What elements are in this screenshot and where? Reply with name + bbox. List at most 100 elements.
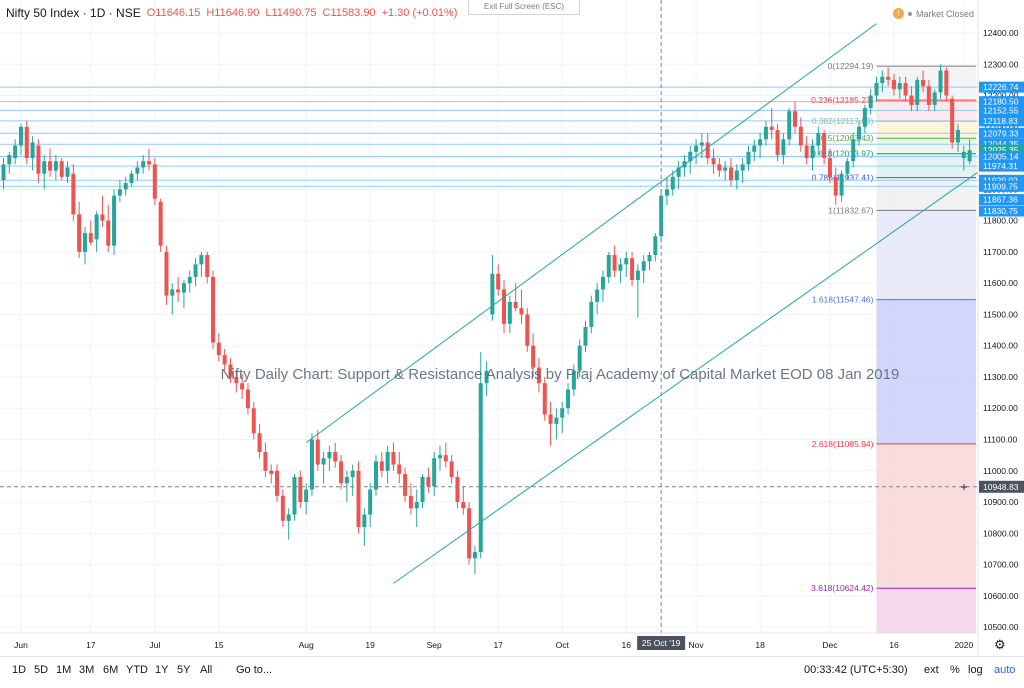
timeframe-all[interactable]: All	[200, 664, 213, 676]
candle-body	[298, 477, 303, 503]
timeframe-5d[interactable]: 5D	[34, 664, 49, 676]
channel-lower-line[interactable]	[393, 133, 1024, 584]
candle-body	[77, 214, 82, 252]
candle	[461, 486, 466, 515]
candle-body	[158, 201, 163, 246]
price-tag[interactable]	[979, 205, 1024, 217]
gear-icon[interactable]: ⚙	[994, 637, 1006, 652]
candle	[30, 136, 35, 171]
candle-body	[30, 142, 35, 159]
ext-toggle[interactable]: ext	[924, 664, 939, 676]
candle-body	[426, 477, 431, 487]
fib-level-label: 0(12294.19)	[828, 61, 874, 71]
candle	[397, 452, 402, 484]
market-status[interactable]: ! Market Closed	[893, 8, 974, 19]
price-tag[interactable]	[979, 104, 1024, 116]
candle	[234, 370, 239, 393]
channel-upper-line[interactable]	[305, 23, 877, 444]
fib-zone-0.786	[876, 177, 976, 211]
candle	[740, 158, 745, 184]
candle-body	[583, 326, 588, 346]
candle-body	[897, 83, 902, 90]
price-axis[interactable]: 12400.0012300.0012200.0012100.0012000.00…	[977, 0, 1024, 656]
candle-body	[525, 314, 530, 346]
price-tag-label: 12118.83	[983, 116, 1018, 126]
trend-channel[interactable]	[305, 23, 1024, 584]
timeframe-1m[interactable]: 1M	[56, 664, 72, 676]
time-tick-label: Jun	[14, 640, 28, 650]
candle-body	[833, 176, 838, 196]
candle-body	[734, 170, 739, 180]
candle	[955, 123, 960, 152]
candle	[251, 401, 256, 440]
price-tag[interactable]	[979, 138, 1024, 150]
candle-body	[630, 258, 635, 281]
timeframe-1y[interactable]: 1Y	[155, 664, 169, 676]
timeframe-5y[interactable]: 5Y	[177, 664, 191, 676]
candle	[822, 129, 827, 165]
clock-readout[interactable]: 00:33:42 (UTC+5:30)	[804, 664, 908, 676]
candle	[798, 117, 803, 152]
timeframe-3m[interactable]: 3M	[79, 664, 95, 676]
percent-toggle[interactable]: %	[950, 664, 960, 676]
candle-body	[263, 452, 268, 471]
goto-button[interactable]: Go to...	[236, 664, 273, 676]
fibonacci-extension[interactable]: 0(12294.19)0.236(12185.27)0.382(12117.89…	[811, 61, 976, 633]
candle	[147, 148, 151, 171]
candle-body	[321, 458, 326, 465]
price-tag[interactable]	[979, 115, 1024, 127]
fib-zone-0.382	[876, 121, 976, 139]
price-tag[interactable]	[979, 81, 1024, 93]
candle	[600, 270, 605, 302]
candle	[606, 251, 611, 284]
candle-body	[117, 189, 122, 196]
timeframe-6m[interactable]: 6M	[103, 664, 119, 676]
time-tick-label: Dec	[822, 640, 838, 650]
candle-body	[129, 173, 134, 184]
price-tick-label: 10700.00	[983, 560, 1019, 570]
price-tag[interactable]	[979, 127, 1024, 139]
price-tag[interactable]	[979, 174, 1024, 186]
candle	[490, 255, 495, 321]
candle	[816, 126, 821, 155]
candle-body	[135, 167, 140, 174]
log-toggle[interactable]: log	[968, 664, 983, 676]
timeframe-1d[interactable]: 1D	[12, 664, 27, 676]
candle-body	[781, 139, 786, 155]
fib-level-label: 0.5(12063.43)	[821, 133, 874, 143]
horizontal-support-lines[interactable]	[0, 86, 978, 187]
symbol-title[interactable]: Nifty 50 Index · 1D · NSE	[6, 6, 141, 20]
symbol-header: Nifty 50 Index · 1D · NSE O11646.15 H116…	[6, 4, 457, 22]
price-tag-label: 12226.74	[983, 82, 1019, 92]
candle	[280, 489, 285, 528]
auto-toggle[interactable]: auto	[994, 664, 1016, 676]
candle	[694, 139, 699, 165]
candle	[950, 95, 955, 149]
timeframe-ytd[interactable]: YTD	[126, 664, 148, 676]
price-tag[interactable]	[979, 144, 1024, 156]
candle-body	[961, 151, 966, 159]
time-axis[interactable]: Jun 17 Jul 15 Aug 19 Sep 17 Oct 16 Nov 18 Dec 16 2020 2…	[0, 632, 978, 650]
price-tag[interactable]	[979, 96, 1024, 108]
price-tag-label: 11974.31	[983, 161, 1018, 171]
candle-body	[65, 167, 70, 177]
exit-fullscreen-button[interactable]: Exit Full Screen (ESC)	[468, 0, 580, 15]
candle-body	[199, 255, 204, 265]
candle	[827, 148, 832, 184]
price-tag[interactable]	[979, 180, 1024, 192]
low-value: L11490.75	[265, 7, 317, 19]
candle	[577, 339, 582, 377]
price-tag[interactable]	[979, 194, 1024, 206]
candle	[298, 470, 303, 509]
price-tag[interactable]	[979, 160, 1024, 172]
candle	[7, 151, 12, 174]
crosshair: +	[0, 0, 978, 633]
candle	[705, 133, 710, 165]
candle-body	[740, 164, 745, 171]
status-dot-icon	[908, 11, 912, 16]
price-tick-label: 11400.00	[983, 341, 1018, 351]
price-tag[interactable]	[979, 150, 1024, 162]
candle	[339, 455, 344, 490]
